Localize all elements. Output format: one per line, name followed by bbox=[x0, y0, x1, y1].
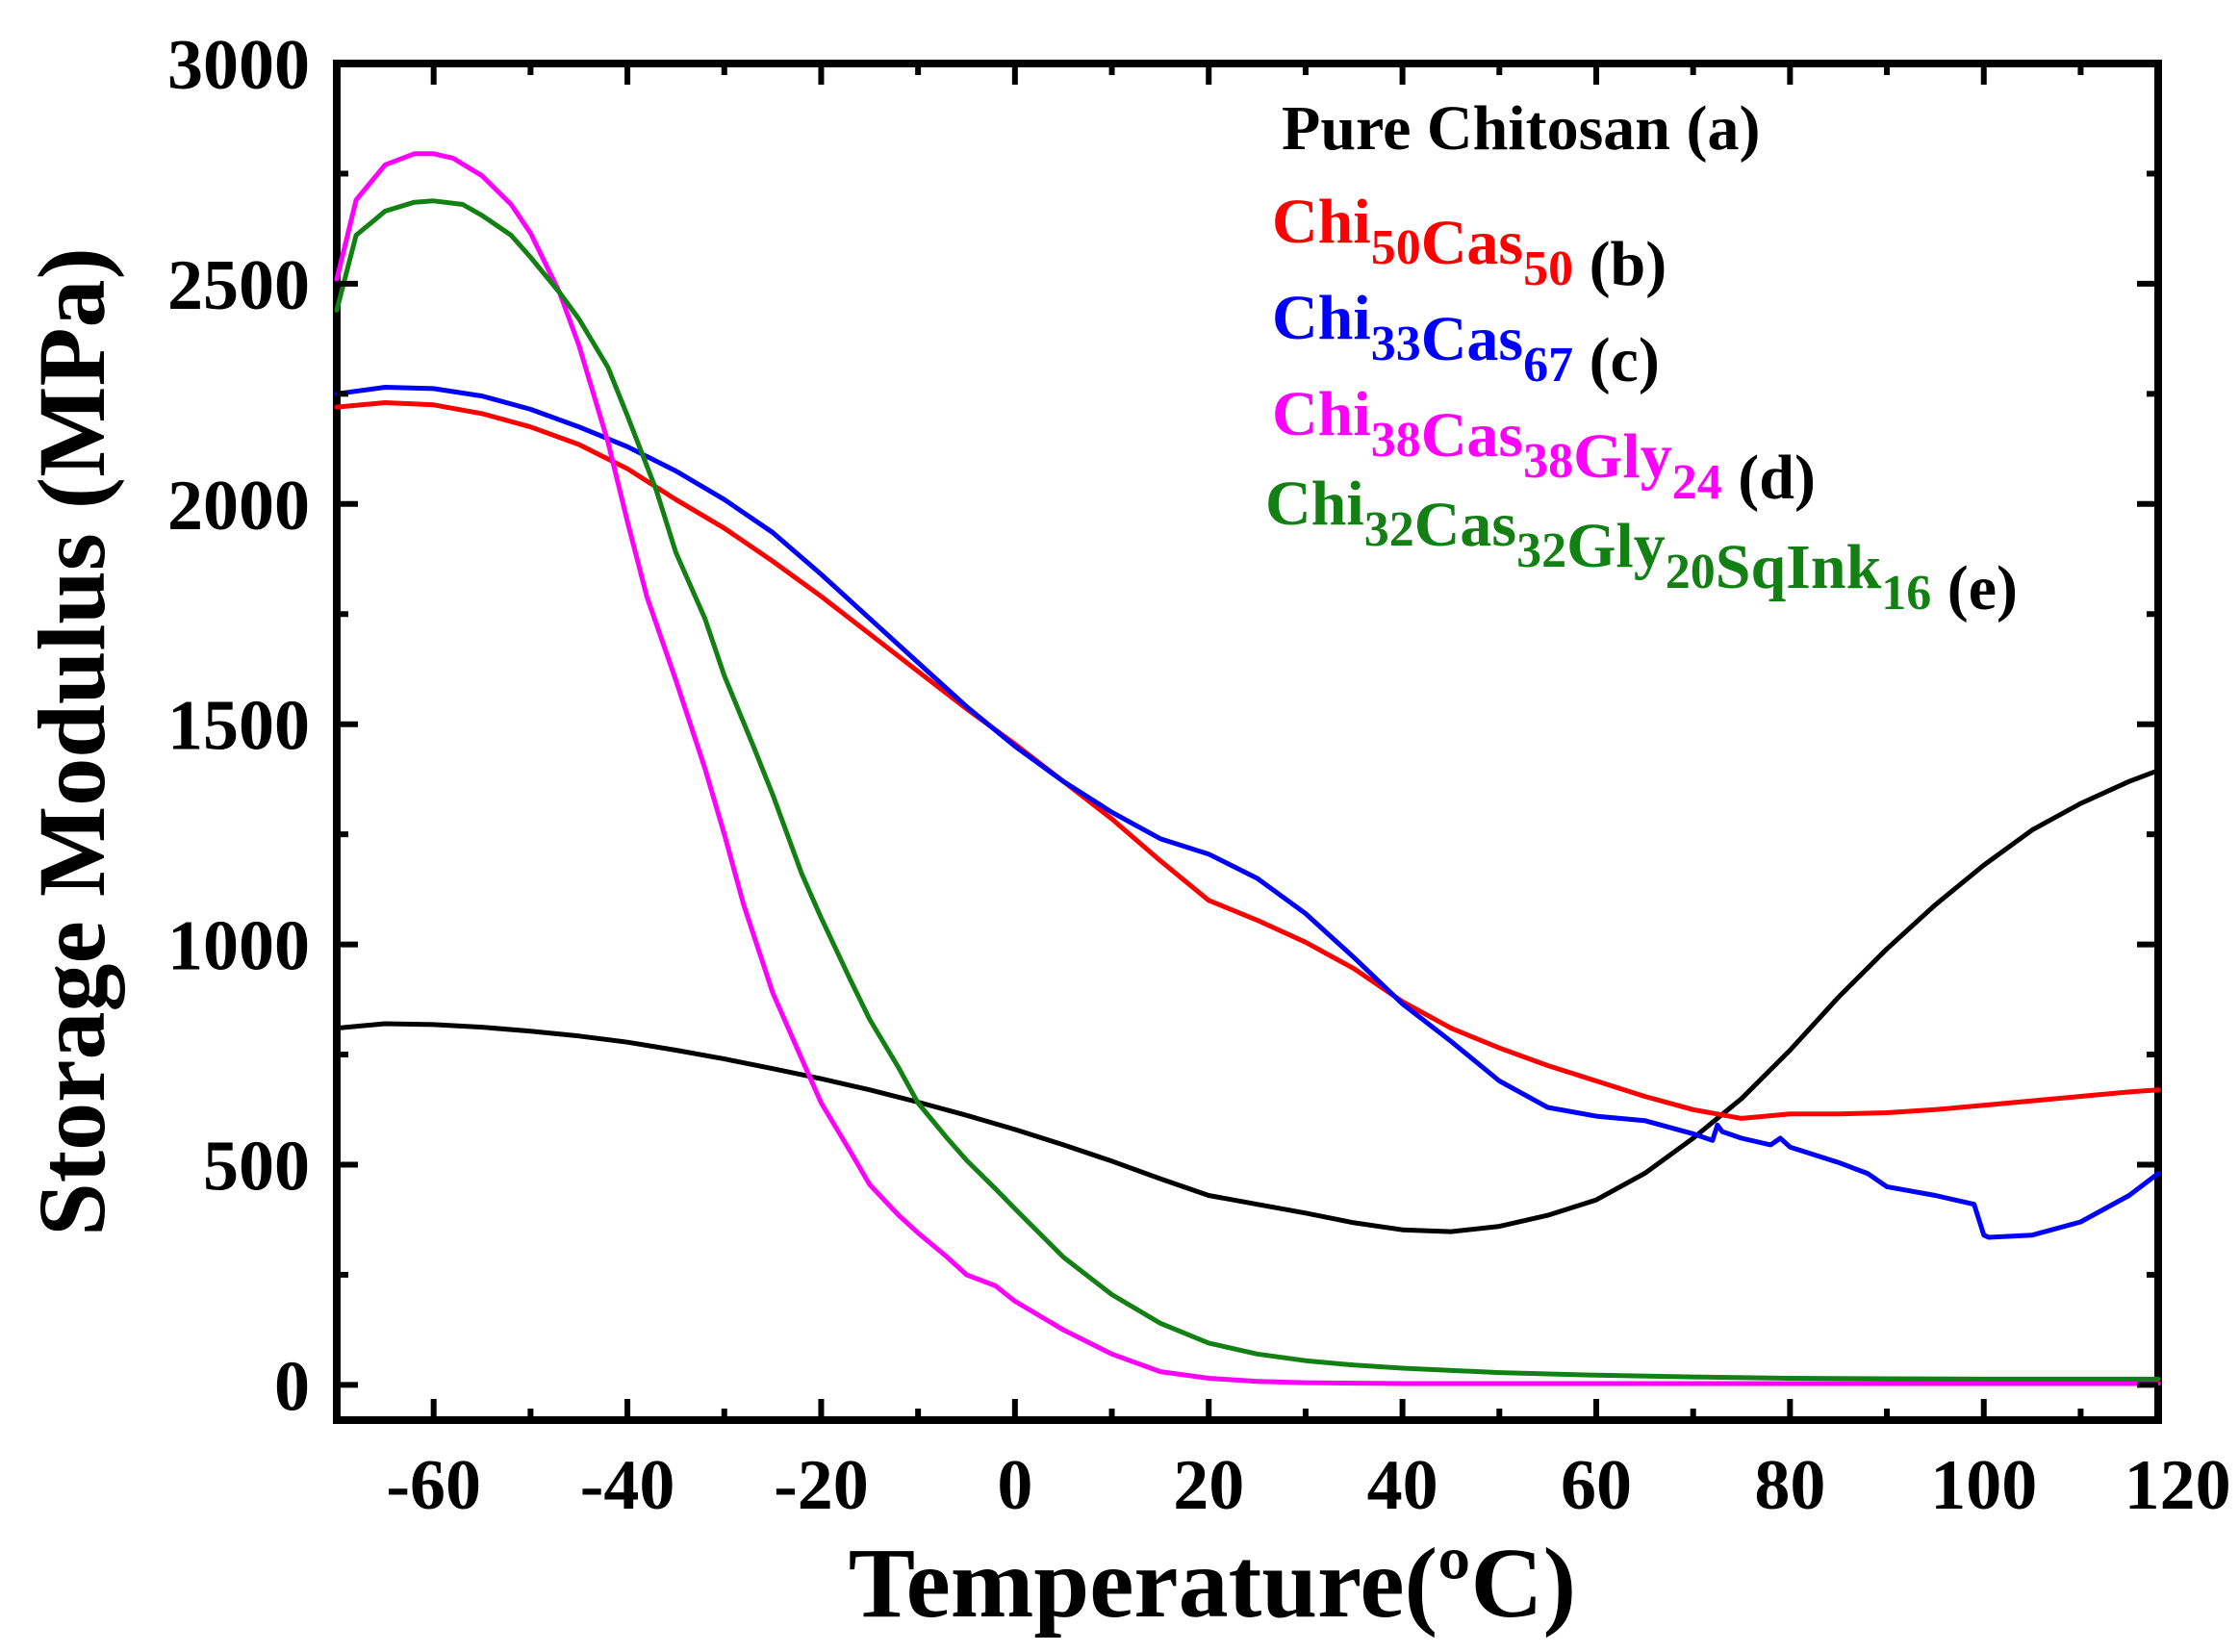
x-tick-label: -40 bbox=[580, 1446, 675, 1525]
x-tick-label: 120 bbox=[2125, 1446, 2231, 1525]
legend-entry-c: Chi33Cas67 (c) bbox=[1272, 283, 1660, 395]
y-tick-label: 500 bbox=[203, 1127, 310, 1206]
tick-labels-group: -60 -40 -20 0 20 40 60 80 100 120 0 500 1000 1500 2000… bbox=[167, 26, 2231, 1525]
series-group bbox=[334, 151, 2161, 1386]
y-tick-label: 1000 bbox=[167, 907, 310, 986]
ticks-group bbox=[337, 61, 2158, 1420]
x-tick-label: 60 bbox=[1561, 1446, 1632, 1525]
series-line-b bbox=[334, 400, 2161, 1121]
legend-entry-e: Chi32Cas32Gly20SqInk16 (e) bbox=[1265, 469, 2018, 623]
series-line-d bbox=[334, 151, 2161, 1386]
x-tick-label: -20 bbox=[774, 1446, 869, 1525]
plot-area bbox=[333, 60, 2162, 1424]
legend-entry-b: Chi50Cas50 (b) bbox=[1272, 187, 1667, 299]
series-line-e bbox=[334, 198, 2161, 1382]
y-tick-label: 1500 bbox=[167, 687, 310, 766]
legend-entry-a: Pure Chitosan (a) bbox=[1282, 93, 1760, 164]
x-tick-label: -60 bbox=[386, 1446, 481, 1525]
y-axis-title: Storage Modulus (MPa) bbox=[18, 247, 125, 1236]
x-tick-label: 80 bbox=[1754, 1446, 1825, 1525]
x-tick-label: 0 bbox=[997, 1446, 1032, 1525]
x-tick-label: 40 bbox=[1367, 1446, 1438, 1525]
series-line-a bbox=[334, 768, 2161, 1234]
x-axis-title: Temperature(ºC) bbox=[849, 1528, 1576, 1639]
y-tick-label: 3000 bbox=[167, 26, 310, 105]
series-line-c bbox=[334, 385, 2161, 1240]
x-tick-label: 100 bbox=[1930, 1446, 2037, 1525]
plot-frame bbox=[333, 60, 2162, 1424]
y-tick-label: 2500 bbox=[167, 246, 310, 325]
legend-entry-d: Chi38Cas38Gly24 (d) bbox=[1272, 379, 1816, 513]
y-tick-label: 0 bbox=[274, 1347, 310, 1426]
legend: Pure Chitosan (a) Chi50Cas50 (b)Chi33Cas6… bbox=[1265, 93, 2018, 623]
y-tick-label: 2000 bbox=[167, 467, 310, 546]
x-tick-label: 20 bbox=[1173, 1446, 1244, 1525]
